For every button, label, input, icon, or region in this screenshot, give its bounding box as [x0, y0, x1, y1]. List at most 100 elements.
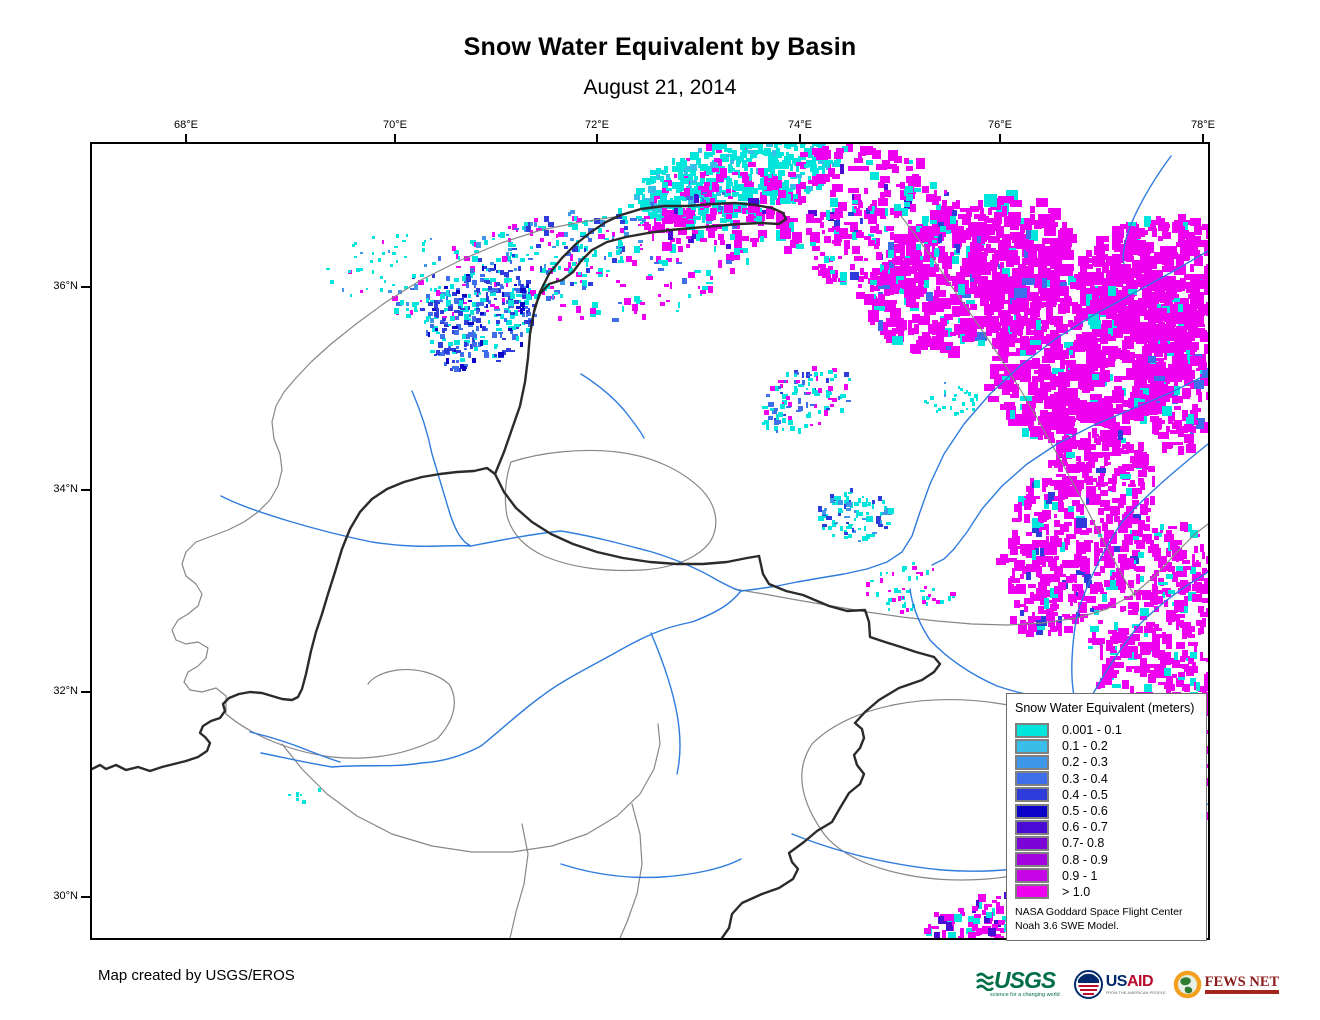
logo-row: USGS science for a changing world NASA U…: [976, 963, 1280, 1005]
basin-outline-central: [733, 523, 1208, 626]
axis-label-longitude: 76°E: [988, 119, 1012, 131]
river-upper-indus: [740, 250, 1208, 592]
axis-tick-top-4: [999, 134, 1001, 143]
axis-tick-top-2: [596, 134, 598, 143]
attribution-text: Map created by USGS/EROS: [98, 967, 295, 984]
axis-tick-top-5: [1202, 134, 1204, 143]
legend-source-line1: NASA Goddard Space Flight Center: [1015, 906, 1183, 919]
legend-swatch: [1015, 722, 1049, 738]
usaid-logo: USAID FROM THE AMERICAN PEOPLE: [1073, 969, 1166, 999]
usgs-wave-icon: [976, 972, 994, 991]
axis-label-longitude: 72°E: [585, 119, 609, 131]
legend-label: 0.4 - 0.5: [1062, 787, 1108, 802]
axis-label-longitude: 70°E: [383, 119, 407, 131]
river-shyok: [931, 373, 1208, 566]
legend-swatch: [1015, 884, 1049, 900]
river-center-stream: [650, 632, 681, 775]
basin-outline-northwest: [171, 215, 622, 715]
legend-row-3: 0.3 - 0.4: [1015, 771, 1198, 787]
legend-label: 0.7- 0.8: [1062, 836, 1105, 851]
legend-swatch: [1015, 738, 1049, 754]
usgs-logo-text: USGS: [994, 967, 1056, 994]
border-east: [720, 554, 942, 938]
river-main-indus: [220, 495, 742, 768]
river-jhelum: [1071, 443, 1208, 702]
axis-label-longitude: 68°E: [174, 119, 198, 131]
legend-row-4: 0.4 - 0.5: [1015, 787, 1198, 803]
axis-tick-left-3: [81, 896, 90, 898]
legend-row-6: 0.6 - 0.7: [1015, 819, 1198, 835]
axis-label-latitude: 30°N: [53, 890, 78, 902]
legend-swatch: [1015, 803, 1049, 819]
axis-tick-top-3: [799, 134, 801, 143]
legend-row-9: 0.9 - 1: [1015, 868, 1198, 884]
legend-row-0: 0.001 - 0.1: [1015, 722, 1198, 738]
coastline: [92, 466, 497, 773]
legend-row-1: 0.1 - 0.2: [1015, 738, 1198, 754]
axis-tick-left-1: [81, 489, 90, 491]
legend-row-7: 0.7- 0.8: [1015, 835, 1198, 851]
legend-label: 0.8 - 0.9: [1062, 852, 1108, 867]
page-date: August 21, 2014: [583, 76, 737, 99]
fewsnet-logo-text: FEWS NET: [1204, 973, 1280, 990]
river-swat: [411, 390, 472, 547]
basin-outline-kabul: [504, 449, 717, 572]
legend-row-10: > 1.0: [1015, 884, 1198, 900]
basin-outline-karakoram: [900, 215, 1136, 597]
legend-swatch: [1015, 868, 1049, 884]
legend-label: 0.1 - 0.2: [1062, 739, 1108, 754]
legend-source: NASA Goddard Space Flight Center Noah 3.…: [1015, 906, 1198, 933]
usgs-logo: USGS science for a changing world: [976, 969, 1060, 999]
axis-label-latitude: 34°N: [53, 483, 78, 495]
axis-label-longitude: 74°E: [788, 119, 812, 131]
legend-title: Snow Water Equivalent (meters): [1015, 701, 1195, 715]
rivers: [220, 155, 1208, 879]
axis-tick-left-0: [81, 286, 90, 288]
axis-label-longitude: 78°E: [1191, 119, 1215, 131]
legend-label: 0.2 - 0.3: [1062, 755, 1108, 770]
usgs-tagline: science for a changing world: [990, 992, 1060, 999]
axis-label-latitude: 36°N: [53, 280, 78, 292]
axis-label-latitude: 32°N: [53, 685, 78, 697]
fewsnet-globe-icon: [1173, 970, 1201, 998]
usaid-logo-text-aid: AID: [1126, 972, 1154, 990]
axis-tick-top-0: [185, 134, 187, 143]
legend-swatch: [1015, 852, 1049, 868]
legend: Snow Water Equivalent (meters) 0.001 - 0…: [1006, 693, 1207, 942]
river-bottom-stream: [560, 858, 742, 879]
fewsnet-logo-bar: [1204, 990, 1280, 994]
basin-outline-south-b: [509, 823, 529, 938]
legend-rows: 0.001 - 0.1 0.1 - 0.2 0.2 - 0.3 0.3 - 0.4 0.…: [1015, 722, 1198, 900]
legend-label: 0.5 - 0.6: [1062, 804, 1108, 819]
usaid-seal-icon: [1073, 969, 1103, 999]
border-central: [493, 472, 761, 566]
legend-swatch: [1015, 787, 1049, 803]
page-title: Snow Water Equivalent by Basin: [463, 33, 857, 61]
basin-outline-south-bay: [281, 723, 661, 853]
legend-swatch: [1015, 771, 1049, 787]
basin-outline-coastal: [225, 668, 455, 759]
river-west-stream: [249, 731, 341, 763]
legend-source-line2: Noah 3.6 SWE Model.: [1015, 919, 1119, 932]
axis-tick-left-2: [81, 691, 90, 693]
legend-label: 0.6 - 0.7: [1062, 820, 1108, 835]
legend-label: > 1.0: [1062, 884, 1091, 899]
usaid-logo-text-us: US: [1105, 972, 1128, 990]
legend-swatch: [1015, 835, 1049, 851]
river-chenab: [909, 588, 1075, 699]
legend-label: 0.3 - 0.4: [1062, 771, 1108, 786]
legend-swatch: [1015, 754, 1049, 770]
border-north: [493, 201, 788, 476]
legend-swatch: [1015, 819, 1049, 835]
country-borders: [92, 201, 942, 938]
axis-tick-top-1: [394, 134, 396, 143]
legend-row-8: 0.8 - 0.9: [1015, 852, 1198, 868]
legend-row-5: 0.5 - 0.6: [1015, 803, 1198, 819]
basin-outline-south-a: [619, 803, 643, 938]
usaid-tagline: FROM THE AMERICAN PEOPLE: [1105, 989, 1166, 995]
legend-row-2: 0.2 - 0.3: [1015, 754, 1198, 770]
fewsnet-logo: FEWS NET: [1173, 970, 1280, 999]
river-northeast-stream: [1122, 155, 1172, 265]
river-northwest-stream: [580, 373, 645, 439]
